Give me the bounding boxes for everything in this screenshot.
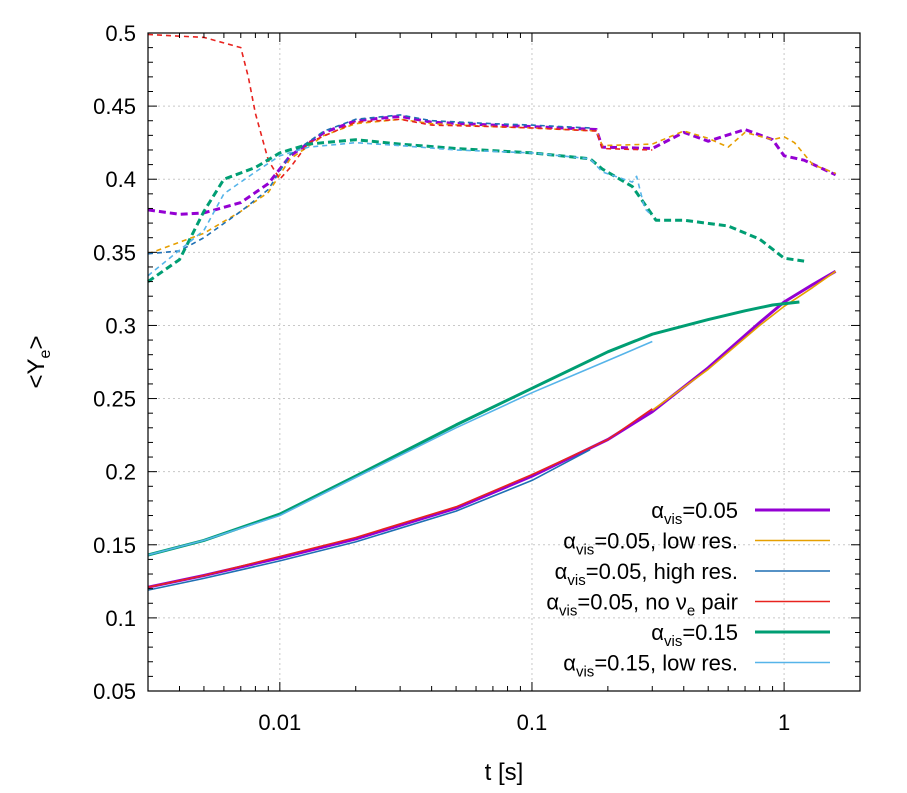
legend-entry: αvis=0.15 [651, 620, 830, 650]
y-label-close: > [23, 336, 50, 350]
y-axis-label: <Ye> [23, 336, 54, 389]
series-6-solid-line [147, 340, 653, 556]
legend-label: αvis=0.05, low res. [563, 529, 738, 559]
x-tick-label: 0.01 [258, 710, 301, 735]
y-tick-labels: 0.05 0.1 0.15 0.2 0.25 0.3 0.35 0.4 0.45 0.5 [93, 21, 136, 704]
y-tick-label: 0.45 [93, 94, 136, 119]
legend-entry: αvis=0.05, high res. [555, 559, 830, 589]
legend-label: αvis=0.05 [651, 498, 738, 528]
series-4-solid-line [147, 408, 653, 588]
series-group [147, 33, 837, 591]
series-2-dashed-line [147, 118, 836, 255]
y-tick-label: 0.05 [93, 679, 136, 704]
y-tick-label: 0.3 [105, 313, 136, 338]
y-tick-label: 0.2 [105, 460, 136, 485]
legend-entry: αvis=0.05, low res. [563, 529, 830, 559]
series-2-solid-line [651, 270, 837, 411]
legend-label: αvis=0.05, high res. [555, 559, 738, 589]
x-tick-label: 1 [778, 710, 790, 735]
x-axis-label: t [s] [485, 759, 524, 786]
legend-label: αvis=0.15, low res. [563, 651, 738, 681]
grid [148, 33, 860, 691]
y-label-sub: e [37, 349, 54, 358]
y-tick-label: 0.1 [105, 606, 136, 631]
legend-entry: αvis=0.05, no νe pair [546, 590, 830, 620]
series-5-solid-line [147, 300, 800, 557]
legend-label: αvis=0.15 [651, 620, 738, 650]
legend-label: αvis=0.05, no νe pair [546, 590, 738, 620]
y-tick-label: 0.25 [93, 387, 136, 412]
plot-frame [147, 32, 861, 692]
y-tick-label: 0.5 [105, 21, 136, 46]
legend-entry: αvis=0.05 [651, 498, 830, 528]
series-3-dashed-line [147, 114, 591, 255]
x-tick-labels: 0.01 0.1 1 [258, 710, 790, 735]
series-3-solid-line [147, 448, 591, 591]
series-6-dashed-line [147, 141, 653, 277]
series-1-dashed-line [147, 114, 837, 216]
series-5-dashed-line [147, 138, 805, 283]
y-label-main: <Y [23, 358, 50, 388]
legend-entry: αvis=0.15, low res. [563, 651, 830, 681]
x-tick-label: 0.1 [517, 710, 548, 735]
y-tick-label: 0.4 [105, 167, 136, 192]
y-tick-label: 0.15 [93, 533, 136, 558]
y-tick-label: 0.35 [93, 240, 136, 265]
ticks [147, 32, 861, 692]
